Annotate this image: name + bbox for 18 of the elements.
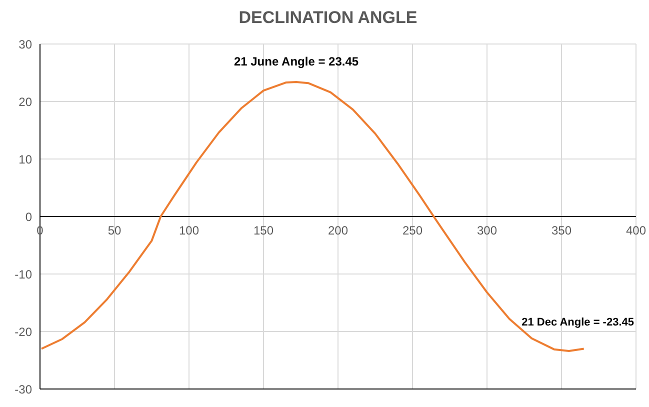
y-tick-label: -20 — [14, 324, 32, 339]
x-tick-label: 150 — [253, 224, 274, 238]
x-tick-label: 350 — [551, 224, 572, 238]
annotation: 21 June Angle = 23.45 — [234, 54, 359, 69]
x-tick-label: 100 — [178, 224, 200, 238]
y-tick-label: -10 — [14, 267, 32, 282]
y-tick-label: 10 — [18, 152, 32, 166]
y-tick-label: 0 — [25, 210, 32, 224]
x-tick-label: 200 — [328, 224, 348, 238]
x-tick-label: 250 — [402, 224, 423, 238]
x-tick-label: 300 — [476, 224, 498, 238]
chart-title: DECLINATION ANGLE — [238, 8, 418, 29]
x-tick-label: 50 — [108, 224, 122, 238]
annotation: 21 Dec Angle = -23.45 — [522, 316, 634, 328]
x-tick-label: 400 — [626, 224, 646, 238]
y-tick-label: -30 — [14, 382, 32, 396]
y-tick-label: 30 — [18, 37, 32, 52]
y-tick-label: 20 — [18, 94, 32, 109]
